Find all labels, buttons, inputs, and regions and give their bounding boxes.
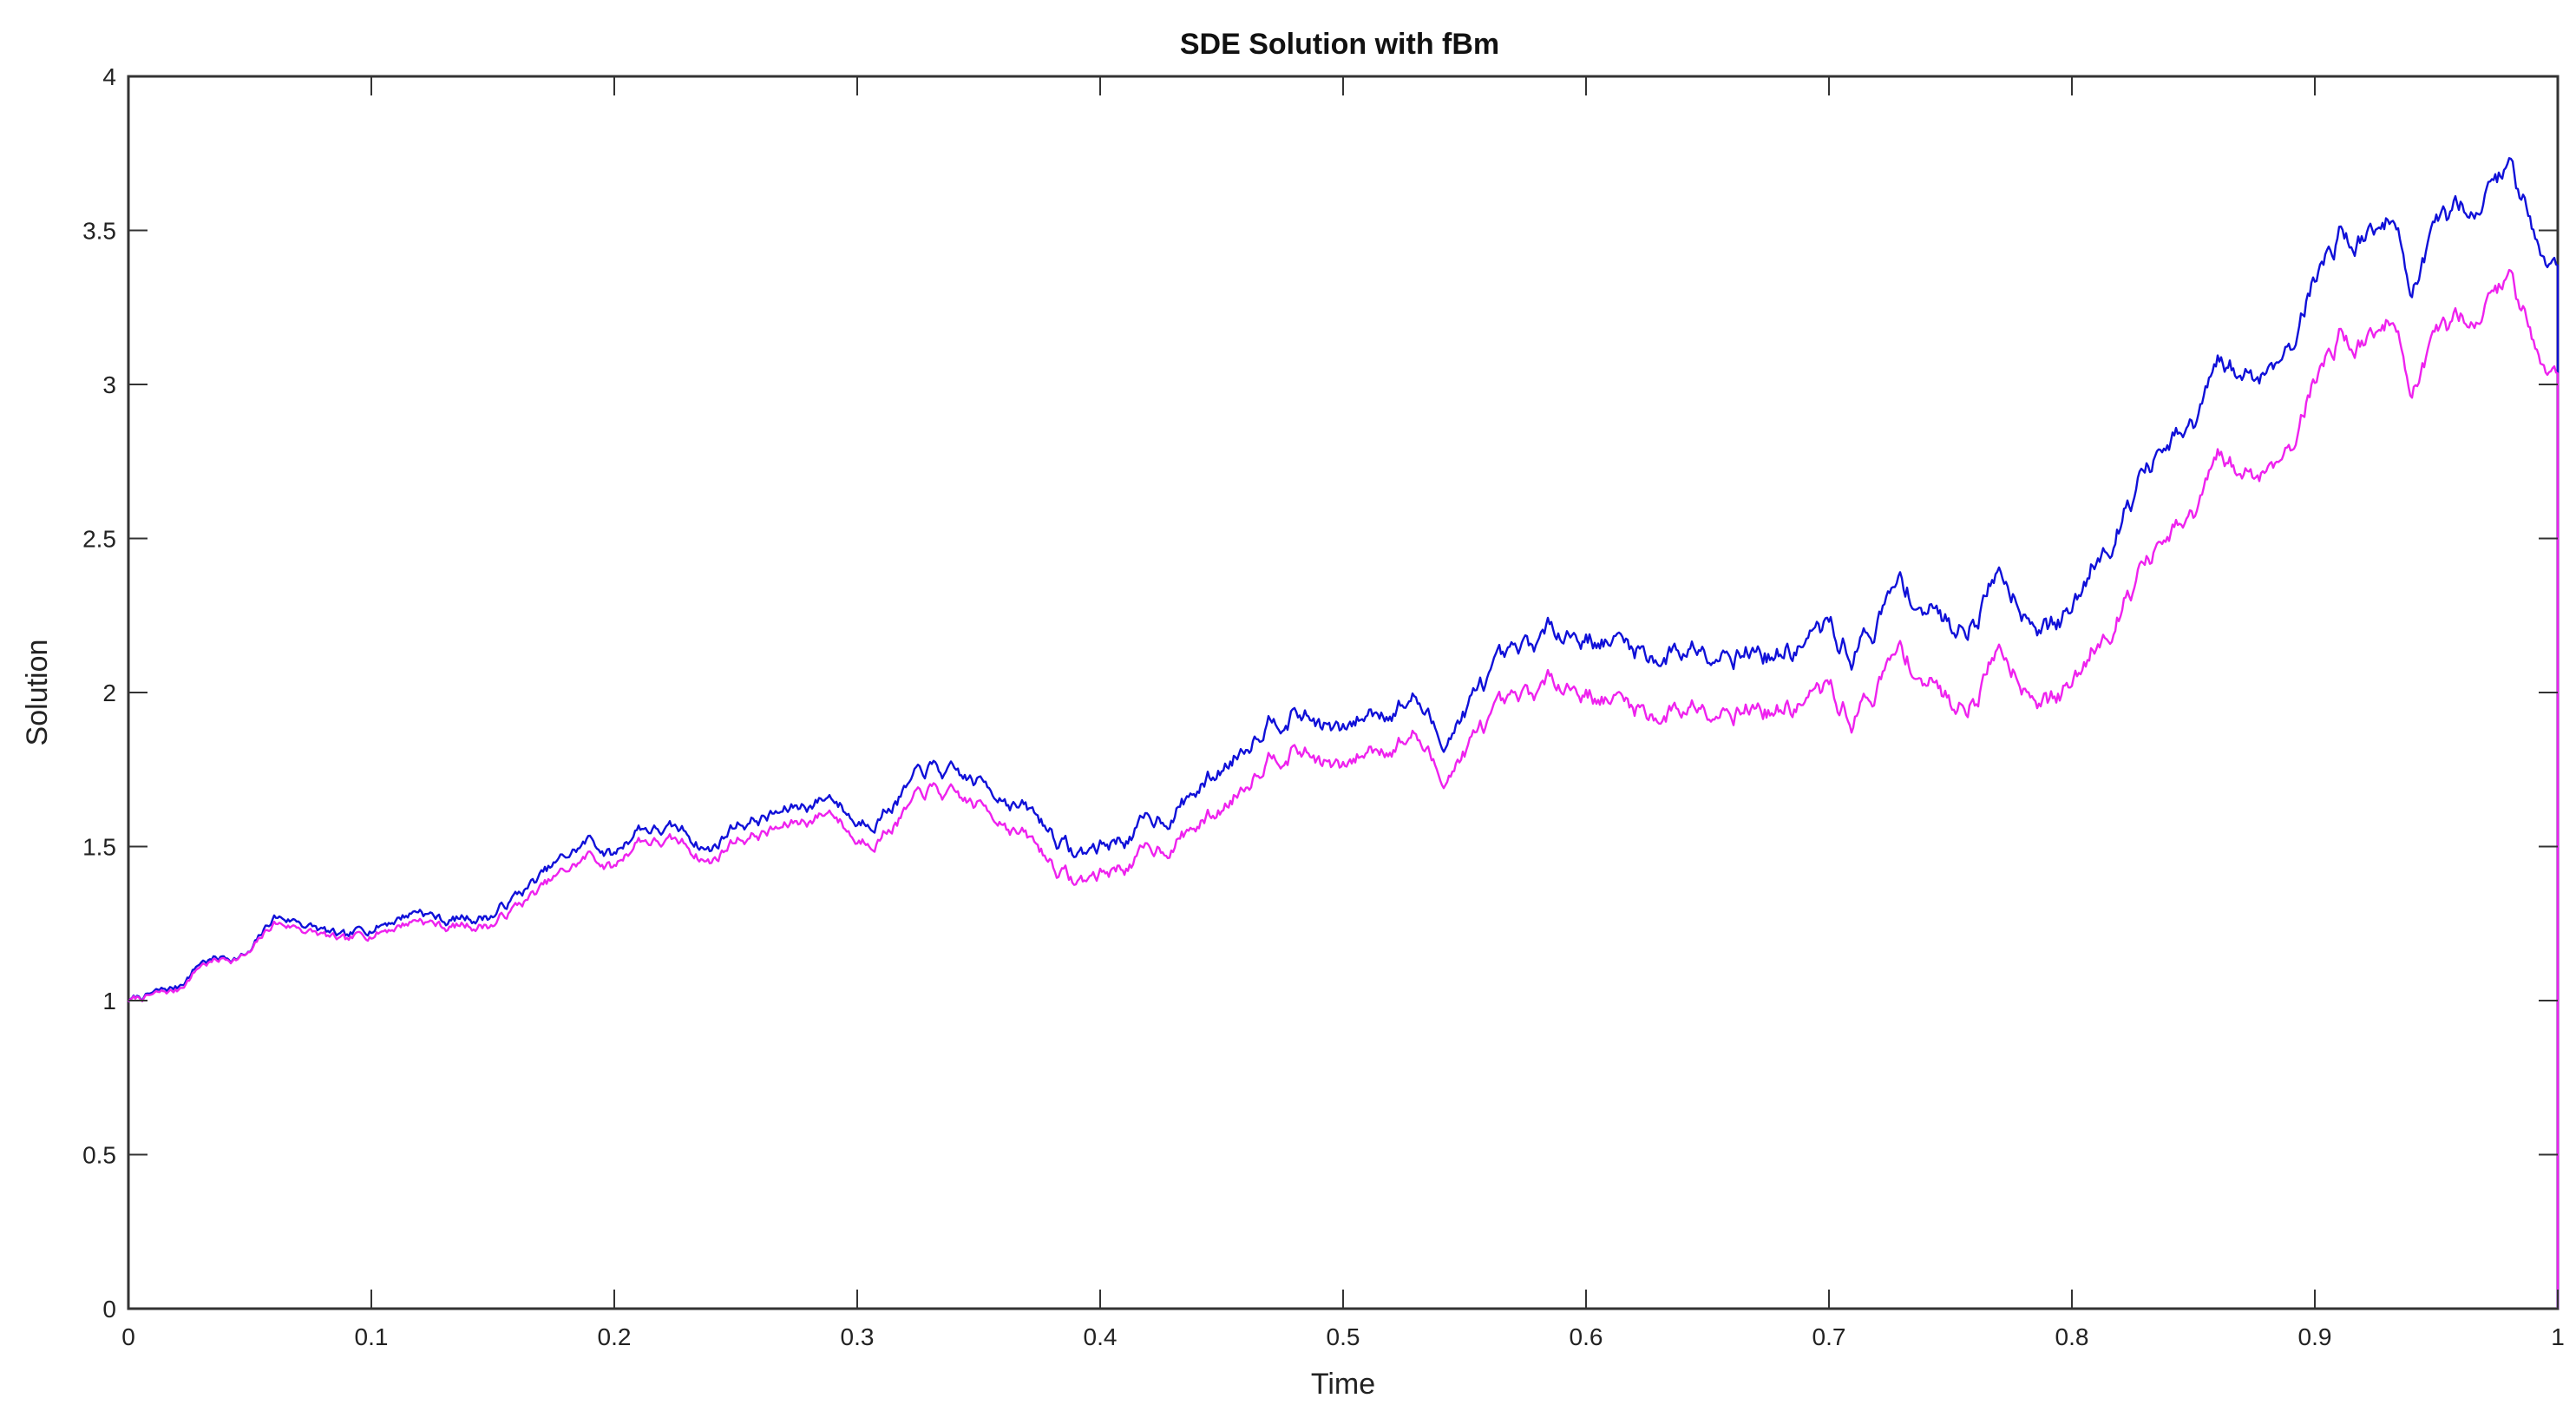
x-tick-label: 0.9 — [2298, 1323, 2332, 1350]
y-tick-label: 4 — [102, 63, 116, 90]
y-tick-label: 1 — [102, 988, 116, 1014]
x-tick-label: 0.5 — [1327, 1323, 1360, 1350]
x-tick-label: 0.3 — [841, 1323, 875, 1350]
y-tick-label: 2.5 — [82, 526, 116, 553]
x-tick-label: 0 — [121, 1323, 135, 1350]
x-tick-label: 0.6 — [1570, 1323, 1603, 1350]
y-tick-label: 0 — [102, 1296, 116, 1323]
x-tick-label: 0.2 — [598, 1323, 632, 1350]
series-line-2 — [127, 268, 2560, 1309]
x-tick-label: 0.4 — [1084, 1323, 1118, 1350]
x-tick-label: 0.8 — [2055, 1323, 2089, 1350]
y-tick-label: 2 — [102, 679, 116, 706]
x-tick-label: 1 — [2551, 1323, 2565, 1350]
y-tick-label: 0.5 — [82, 1142, 116, 1169]
y-tick-label: 1.5 — [82, 834, 116, 861]
y-tick-label: 3 — [102, 371, 116, 398]
tick-layer: 0 0.1 0.2 0.3 0.4 0.5 0.6 0.7 0.8 0.9 1 0 0.5 1 1.5 2 2.… — [82, 63, 2565, 1350]
y-axis-label: Solution — [21, 640, 54, 746]
series-line-1 — [127, 157, 2560, 1309]
series-layer — [127, 157, 2560, 1309]
plot-area — [127, 75, 2560, 1310]
y-tick-label: 3.5 — [82, 218, 116, 245]
x-tick-label: 0.1 — [355, 1323, 389, 1350]
chart-title: SDE Solution with fBm — [1180, 28, 1499, 61]
x-axis-label: Time — [1311, 1368, 1375, 1401]
x-tick-label: 0.7 — [1812, 1323, 1846, 1350]
